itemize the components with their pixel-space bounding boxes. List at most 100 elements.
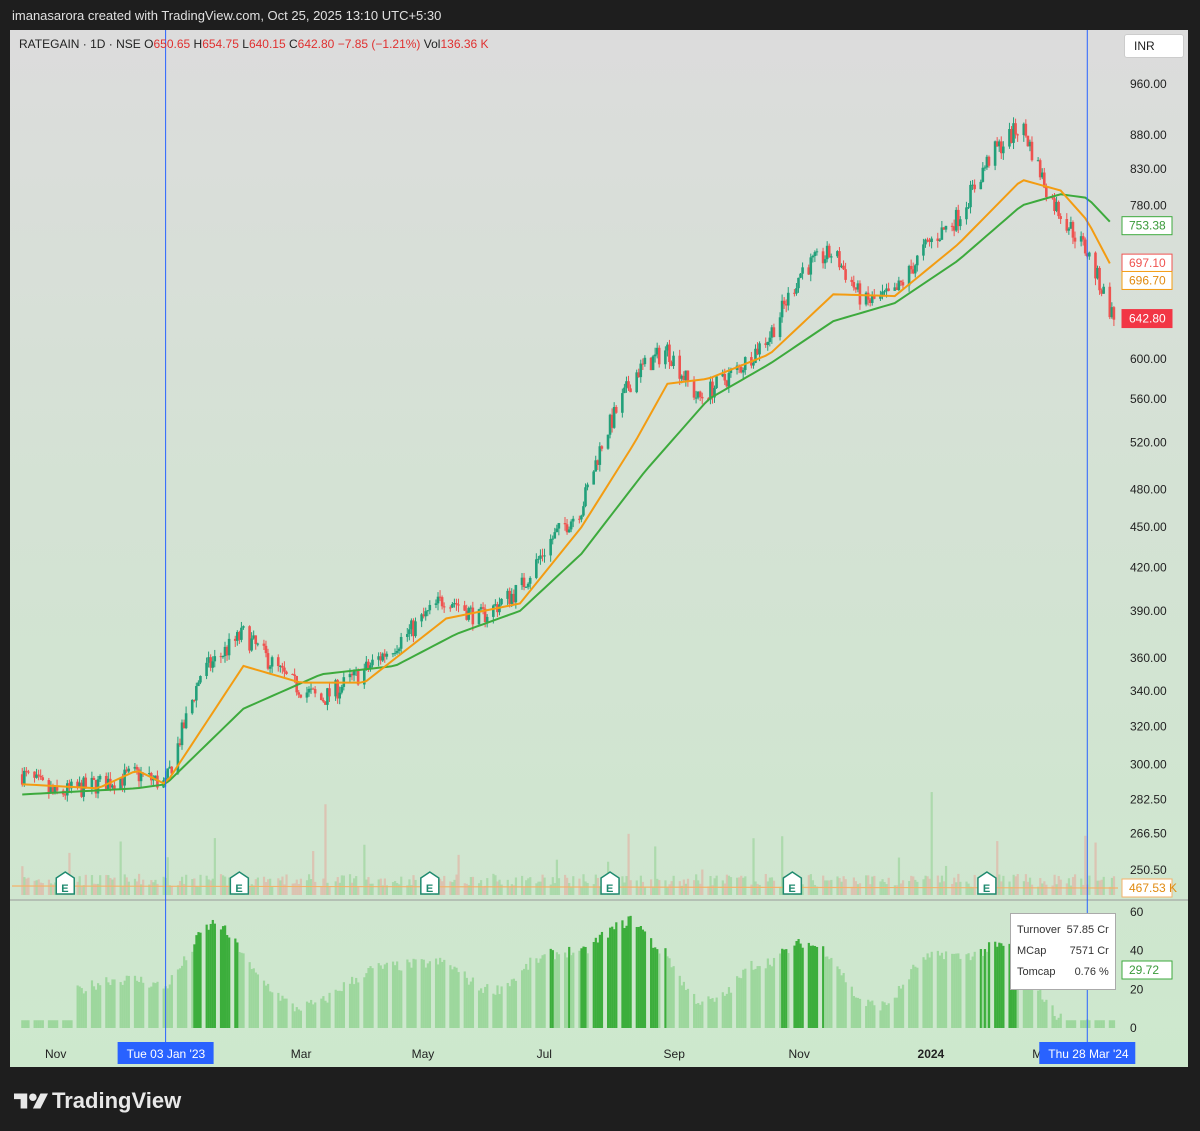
candle-body <box>506 590 509 599</box>
indicator-bar <box>1084 1020 1087 1028</box>
indicator-bar <box>600 931 604 1028</box>
volume-bar <box>1053 874 1056 895</box>
indicator-bar <box>199 932 202 1028</box>
candle-body <box>166 768 169 778</box>
volume-bar <box>205 875 208 895</box>
volume-bar <box>279 880 282 895</box>
candle-body <box>219 656 223 658</box>
volume-bar <box>766 881 769 895</box>
candle-body <box>625 381 628 388</box>
indicator-bar <box>996 946 999 1028</box>
volume-bar <box>670 881 673 895</box>
tradingview-logo[interactable]: TradingView <box>14 1088 181 1114</box>
candle-body <box>555 528 559 533</box>
indicator-bar <box>815 946 819 1028</box>
candle-body <box>569 521 573 530</box>
indicator-bar <box>854 997 858 1028</box>
candle-body <box>1069 222 1073 229</box>
candle-body <box>66 783 69 796</box>
indicator-bar <box>125 975 128 1028</box>
candle-body <box>508 590 511 604</box>
candle-body <box>979 181 983 190</box>
candle-body <box>469 607 473 609</box>
time-axis-label: Nov <box>45 1047 66 1061</box>
volume-bar <box>969 886 972 895</box>
indicator-bar <box>209 923 212 1028</box>
candle-body <box>424 611 428 617</box>
candle-body <box>414 621 417 637</box>
candle-body <box>1059 216 1062 220</box>
candle-body <box>268 666 272 669</box>
volume-bar <box>815 886 819 895</box>
volume-bar <box>723 883 726 895</box>
indicator-bar <box>1112 1020 1116 1028</box>
candle-body <box>123 769 126 786</box>
candle-body <box>1081 236 1085 240</box>
price-tick-label: 780.00 <box>1130 198 1167 212</box>
candle-body <box>909 265 913 270</box>
indicator-bar <box>254 972 257 1028</box>
indicator-bar <box>899 988 903 1028</box>
indicator-bar <box>455 967 458 1028</box>
candle-body <box>205 662 208 677</box>
candle-body <box>995 141 999 147</box>
candle-body <box>479 607 483 610</box>
indicator-bar <box>383 964 386 1028</box>
volume-bar <box>553 883 556 895</box>
candle-body <box>635 372 638 393</box>
indicator-tick-label: 0 <box>1130 1021 1137 1035</box>
indicator-bar <box>727 987 731 1028</box>
candle-body <box>868 299 872 304</box>
indicator-bar <box>1037 990 1040 1028</box>
indicator-bar <box>94 989 98 1028</box>
currency-button[interactable]: INR <box>1124 34 1184 58</box>
volume-bar <box>643 886 647 895</box>
candle-body <box>37 774 40 776</box>
indicator-bar <box>283 998 286 1028</box>
indicator-bar <box>119 982 122 1028</box>
volume-bar <box>1028 877 1032 895</box>
indicator-bar <box>709 998 712 1028</box>
indicator-bar <box>523 968 526 1028</box>
candle-body <box>156 775 159 788</box>
candle-body <box>84 777 88 789</box>
indicator-bar <box>469 981 472 1028</box>
candle-body <box>270 657 274 667</box>
indicator-bar <box>1039 986 1042 1028</box>
candle-body <box>844 269 847 280</box>
candle-body <box>858 283 862 305</box>
candle-body <box>94 779 98 794</box>
candle-body <box>537 558 540 560</box>
indicator-bar <box>21 1020 24 1028</box>
volume-bar <box>195 886 198 895</box>
candle-body <box>655 347 659 355</box>
price-tick-label: 420.00 <box>1130 561 1167 575</box>
candle-body <box>713 388 716 398</box>
volume-bar <box>37 879 40 895</box>
indicator-bar <box>385 962 389 1028</box>
volume-bar <box>199 874 202 895</box>
indicator-bar <box>70 1020 73 1028</box>
indicator-bar <box>451 969 454 1028</box>
indicator-bar <box>398 970 401 1028</box>
candle-body <box>399 636 403 649</box>
indicator-bar <box>336 990 339 1028</box>
candle-body <box>492 605 495 617</box>
earnings-marker-label: E <box>606 883 613 895</box>
indicator-bar <box>897 986 901 1028</box>
volume-bar <box>537 881 540 895</box>
indicator-bar <box>666 956 669 1028</box>
volume-bar <box>183 883 186 895</box>
attribution-bar: imanasarora created with TradingView.com… <box>0 0 1200 30</box>
candle-body <box>883 291 886 293</box>
indicator-bar <box>908 979 911 1028</box>
candle-body <box>985 156 989 168</box>
candle-body <box>651 356 655 371</box>
indicator-value-badge-bg <box>1121 960 1173 980</box>
candle-body <box>33 771 36 778</box>
volume-bar <box>185 874 188 895</box>
volume-bar <box>535 883 538 895</box>
candle-body <box>213 656 217 662</box>
candle-body <box>842 265 845 270</box>
